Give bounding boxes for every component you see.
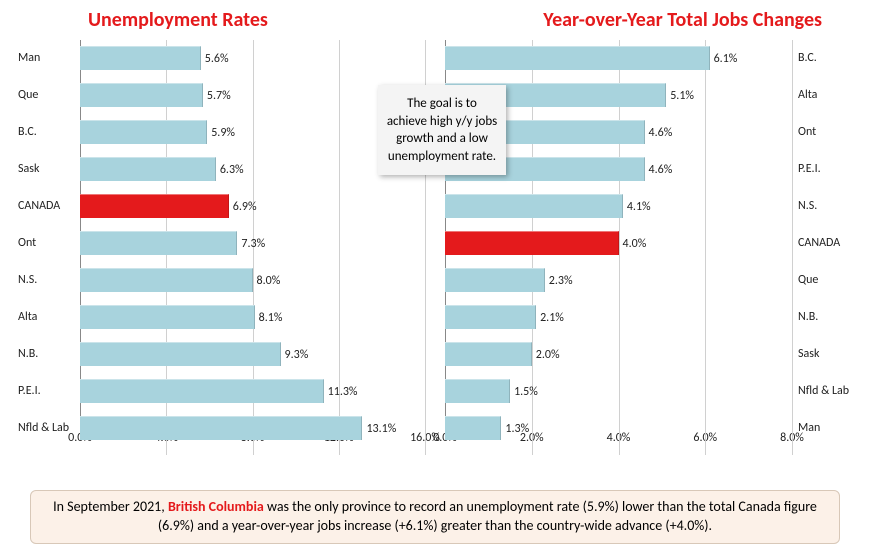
bar-value-label: 5.1% bbox=[665, 89, 694, 103]
bar: 1.5% bbox=[445, 379, 510, 403]
bar-row: Que5.7% bbox=[80, 83, 425, 107]
bar-value-label: 4.6% bbox=[644, 126, 673, 140]
category-label: Alta bbox=[18, 310, 80, 324]
footer-box: In September 2021, British Columbia was … bbox=[30, 490, 840, 544]
bar-value-label: 11.3% bbox=[323, 385, 358, 399]
bar-value-label: 4.1% bbox=[622, 200, 651, 214]
bar: 7.3% bbox=[80, 231, 237, 255]
bar-row: Man1.3% bbox=[445, 416, 792, 440]
bar: 2.0% bbox=[445, 342, 532, 366]
bar: 2.3% bbox=[445, 268, 545, 292]
bar: 4.1% bbox=[445, 194, 623, 218]
category-label: Que bbox=[792, 273, 852, 287]
left-plot: 0.0%4.0%8.0%12.0%16.0% Man5.6%Que5.7%B.C… bbox=[80, 40, 425, 455]
category-label: Nfld & Lab bbox=[792, 384, 852, 398]
bar-value-label: 6.3% bbox=[215, 163, 244, 177]
bar-highlight: 6.9% bbox=[80, 194, 229, 218]
bar-row: Sask6.3% bbox=[80, 157, 425, 181]
bar-row: Nfld & Lab1.5% bbox=[445, 379, 792, 403]
category-label: Que bbox=[18, 88, 80, 102]
category-label: P.E.I. bbox=[18, 384, 80, 398]
category-label: Ont bbox=[18, 236, 80, 250]
bar-value-label: 6.9% bbox=[228, 200, 257, 214]
bar-value-label: 8.0% bbox=[252, 274, 281, 288]
bar: 11.3% bbox=[80, 379, 324, 403]
bar-value-label: 7.3% bbox=[236, 237, 265, 251]
category-label: N.B. bbox=[792, 310, 852, 324]
bar: 5.7% bbox=[80, 83, 203, 107]
titles-row: Unemployment Rates Year-over-Year Total … bbox=[18, 8, 852, 40]
bar-value-label: 9.3% bbox=[280, 348, 309, 362]
bar-value-label: 5.9% bbox=[206, 126, 235, 140]
bar-row: Ont7.3% bbox=[80, 231, 425, 255]
bar-value-label: 1.5% bbox=[509, 385, 538, 399]
bar: 8.0% bbox=[80, 268, 253, 292]
bar-row: Que2.3% bbox=[445, 268, 792, 292]
root: Unemployment Rates Year-over-Year Total … bbox=[0, 0, 870, 556]
bar: 1.3% bbox=[445, 416, 501, 440]
bar: 2.1% bbox=[445, 305, 536, 329]
bar-row: N.B.2.1% bbox=[445, 305, 792, 329]
bar-value-label: 2.1% bbox=[535, 311, 564, 325]
bar-value-label: 2.3% bbox=[544, 274, 573, 288]
bar: 6.3% bbox=[80, 157, 216, 181]
category-label: N.S. bbox=[792, 199, 852, 213]
category-label: B.C. bbox=[792, 51, 852, 65]
bar-row: Man5.6% bbox=[80, 46, 425, 70]
charts-area: 0.0%4.0%8.0%12.0%16.0% Man5.6%Que5.7%B.C… bbox=[18, 40, 852, 485]
category-label: Alta bbox=[792, 88, 852, 102]
footer-prefix: In September 2021, bbox=[53, 498, 168, 515]
bar-row: B.C.5.9% bbox=[80, 120, 425, 144]
bar: 8.1% bbox=[80, 305, 255, 329]
right-chart-title: Year-over-Year Total Jobs Changes bbox=[543, 8, 822, 32]
bar-row: B.C.6.1% bbox=[445, 46, 792, 70]
bar-row: N.S.4.1% bbox=[445, 194, 792, 218]
category-label: N.S. bbox=[18, 273, 80, 287]
bar-row: N.B.9.3% bbox=[80, 342, 425, 366]
bar-value-label: 6.1% bbox=[709, 52, 738, 66]
bar-row: CANADA6.9% bbox=[80, 194, 425, 218]
category-label: CANADA bbox=[18, 199, 80, 213]
category-label: Man bbox=[18, 51, 80, 65]
bar: 13.1% bbox=[80, 416, 362, 440]
bar-row: Alta8.1% bbox=[80, 305, 425, 329]
category-label: Sask bbox=[18, 162, 80, 176]
left-chart: 0.0%4.0%8.0%12.0%16.0% Man5.6%Que5.7%B.C… bbox=[18, 40, 435, 485]
left-chart-title: Unemployment Rates bbox=[88, 8, 268, 32]
bar-row: Sask2.0% bbox=[445, 342, 792, 366]
category-label: P.E.I. bbox=[792, 162, 852, 176]
bar-row: P.E.I.11.3% bbox=[80, 379, 425, 403]
bar-row: CANADA4.0% bbox=[445, 231, 792, 255]
bar: 5.6% bbox=[80, 46, 201, 70]
bar-value-label: 5.7% bbox=[202, 89, 231, 103]
bar-value-label: 5.6% bbox=[200, 52, 229, 66]
bar-value-label: 4.6% bbox=[644, 163, 673, 177]
center-note-text: The goal is to achieve high y/y jobs gro… bbox=[387, 96, 497, 164]
category-label: Sask bbox=[792, 347, 852, 361]
bar-highlight: 4.0% bbox=[445, 231, 619, 255]
bar: 6.1% bbox=[445, 46, 710, 70]
bar-value-label: 8.1% bbox=[254, 311, 283, 325]
category-label: Nfld & Lab bbox=[18, 421, 80, 435]
bar-value-label: 1.3% bbox=[500, 422, 529, 436]
bar-value-label: 13.1% bbox=[361, 422, 396, 436]
bar: 5.9% bbox=[80, 120, 207, 144]
bar-row: N.S.8.0% bbox=[80, 268, 425, 292]
category-label: CANADA bbox=[792, 236, 852, 250]
bar-value-label: 2.0% bbox=[531, 348, 560, 362]
category-label: Man bbox=[792, 421, 852, 435]
bar: 9.3% bbox=[80, 342, 281, 366]
category-label: B.C. bbox=[18, 125, 80, 139]
category-label: N.B. bbox=[18, 347, 80, 361]
footer-highlight: British Columbia bbox=[168, 498, 264, 515]
center-note-box: The goal is to achieve high y/y jobs gro… bbox=[378, 85, 506, 175]
bar-value-label: 4.0% bbox=[618, 237, 647, 251]
category-label: Ont bbox=[792, 125, 852, 139]
bar-row: Nfld & Lab13.1% bbox=[80, 416, 425, 440]
